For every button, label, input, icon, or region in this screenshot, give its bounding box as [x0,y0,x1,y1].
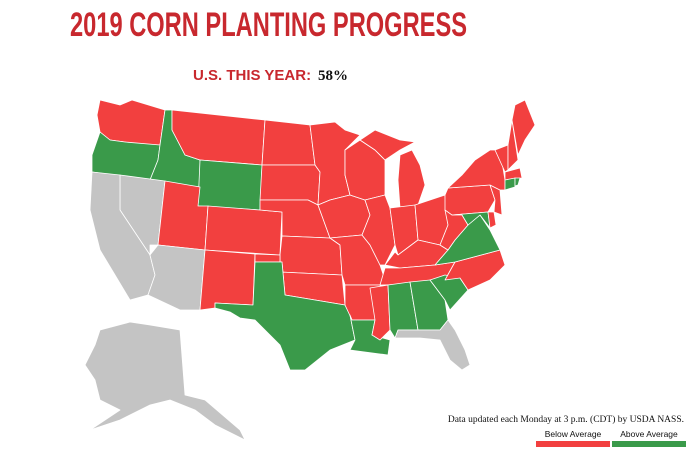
state [361,194,396,266]
state [397,149,426,209]
state [279,235,343,276]
note: Data updated each Monday at 3 p.m. (CDT)… [448,414,684,425]
legend-swatch [612,441,686,447]
legend-label: Above Average [620,429,678,439]
state [214,261,356,371]
state [394,319,471,371]
summary-value: 58% [318,68,348,84]
state [504,167,523,181]
state [147,244,206,311]
state [261,119,316,166]
state [197,159,263,211]
state [447,149,506,191]
legend-swatch [536,441,610,447]
legend-label: Below Average [545,429,602,439]
state [504,177,516,191]
state [84,321,246,441]
state [511,99,536,156]
state [199,249,256,311]
state [487,211,497,229]
state [259,164,321,206]
state [444,184,496,216]
state [514,177,521,187]
summary-label: U.S. THIS YEAR: [193,67,311,84]
map [84,99,536,441]
state [204,205,283,256]
state [359,129,416,161]
title: 2019 CORN PLANTING PROGRESS [70,6,467,44]
legend: Below Average Above Average [536,429,686,447]
state [507,119,519,171]
